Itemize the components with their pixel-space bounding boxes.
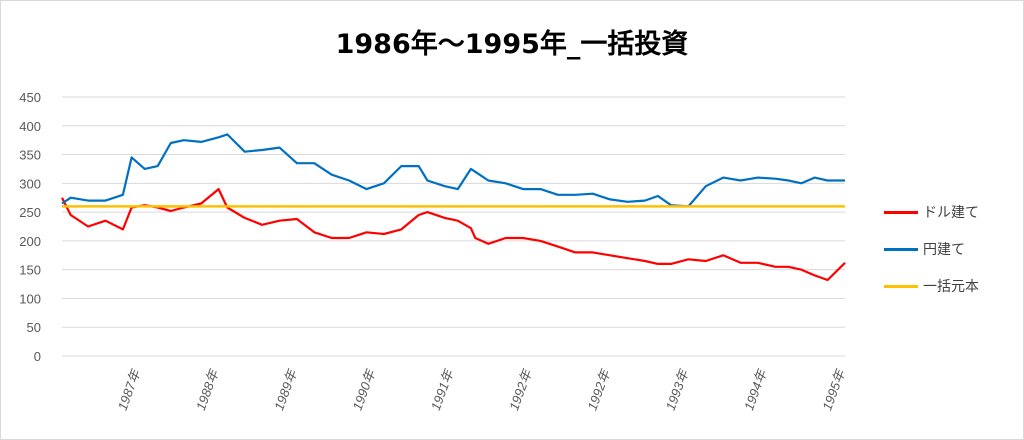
chart-title: 1986年～1995年_一括投資	[335, 29, 689, 60]
x-tick-label-6: 1992年	[584, 366, 613, 412]
legend-swatch-yen	[884, 248, 918, 251]
x-tick-label-1: 1988年	[193, 366, 222, 412]
legend-swatch-principal	[884, 285, 918, 288]
series-line-0	[61, 188, 846, 282]
series-line-1	[61, 133, 845, 208]
legend-label-dollar: ドル建て	[923, 205, 979, 221]
legend-label-principal: 一括元本	[923, 279, 979, 295]
legend-swatch-dollar	[884, 211, 918, 214]
x-tick-label-2: 1989年	[271, 366, 300, 412]
x-tick-label-4: 1991年	[428, 366, 457, 412]
x-tick-label-9: 1995年	[819, 366, 848, 412]
y-tick-label-0: 0	[34, 349, 41, 364]
y-tick-label-6: 300	[19, 176, 41, 191]
y-tick-label-8: 400	[19, 119, 41, 134]
y-tick-label-5: 250	[19, 205, 41, 220]
x-tick-label-7: 1993年	[663, 366, 692, 412]
y-tick-label-7: 350	[19, 148, 41, 163]
x-tick-label-0: 1987年	[115, 366, 144, 412]
y-tick-label-2: 100	[19, 291, 41, 306]
legend-label-yen: 円建て	[923, 242, 965, 258]
x-tick-label-5: 1992年	[506, 366, 535, 412]
y-tick-label-3: 150	[19, 263, 41, 278]
y-tick-label-4: 200	[19, 234, 41, 249]
y-tick-label-9: 450	[19, 90, 41, 105]
x-tick-label-3: 1990年	[350, 366, 379, 412]
y-tick-label-1: 50	[27, 320, 41, 335]
x-tick-label-8: 1994年	[741, 366, 770, 412]
